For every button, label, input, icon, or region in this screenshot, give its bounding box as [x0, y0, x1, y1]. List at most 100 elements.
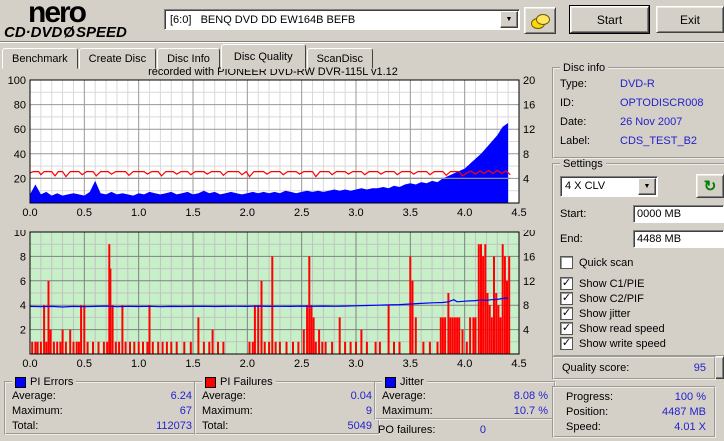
start-field[interactable]: 0000 MB: [633, 205, 724, 223]
cddvdspeed-logo-text: CD·DVDØSPEED: [4, 24, 127, 41]
quality-score-panel: Quality score: 95: [552, 356, 716, 380]
checkbox-row-show-write-speed: ✓ Show write speed: [560, 337, 666, 350]
disc-info-row: Label: CDS_TEST_B2: [560, 135, 698, 147]
svg-text:4.0: 4.0: [457, 358, 472, 370]
pi-failures-stats-box: PI Failures Average: 0.04 Maximum: 9 Total…: [194, 376, 380, 435]
nero-logo: nero CD·DVDØSPEED: [4, 0, 127, 40]
svg-text:12: 12: [523, 124, 535, 136]
jitter-stats-box: Jitter Average: 8.08 % Maximum: 10.7 %: [374, 376, 556, 420]
stat-row: Total: 5049: [202, 420, 372, 432]
svg-text:2.5: 2.5: [294, 207, 309, 219]
svg-text:1.0: 1.0: [131, 207, 146, 219]
position-row: Position: 4487 MB: [566, 406, 706, 418]
tab-disc-quality[interactable]: Disc Quality: [220, 44, 306, 69]
show-c2-pif-checkbox[interactable]: ✓: [560, 292, 573, 305]
stat-row: Maximum: 67: [12, 405, 192, 417]
svg-text:4.5: 4.5: [511, 207, 526, 219]
pi-failures-color-swatch: [205, 376, 216, 388]
svg-text:60: 60: [14, 124, 26, 136]
svg-text:6: 6: [20, 276, 26, 288]
show-c1-pie-checkbox[interactable]: ✓: [560, 277, 573, 290]
svg-text:8: 8: [523, 149, 529, 161]
tab-scandisc[interactable]: ScanDisc: [306, 48, 374, 69]
svg-text:1.0: 1.0: [131, 358, 146, 370]
start-button[interactable]: Start: [569, 5, 650, 34]
stat-row: Total: 112073: [12, 420, 192, 432]
svg-text:2.0: 2.0: [240, 358, 255, 370]
settings-box: Settings 4 X CLV ▼ ↻ Start: 0000 MB End:…: [552, 158, 724, 379]
speed-select-value: 4 X CLV: [565, 180, 606, 192]
disc-button[interactable]: [524, 7, 556, 34]
disc-info-row: Type: DVD-R: [560, 78, 655, 90]
po-failures-label: PO failures:: [378, 424, 436, 436]
checkbox-row-show-read-speed: ✓ Show read speed: [560, 322, 665, 335]
stat-row: Maximum: 9: [202, 405, 372, 417]
tab-create-disc[interactable]: Create Disc: [78, 48, 157, 69]
discs-icon: [531, 13, 550, 29]
svg-text:3.0: 3.0: [348, 207, 363, 219]
svg-text:0.5: 0.5: [77, 207, 92, 219]
quality-score-value: 95: [693, 362, 706, 374]
stat-row: Maximum: 10.7 %: [382, 405, 548, 417]
svg-text:3.0: 3.0: [348, 358, 363, 370]
disc-info-box: Disc info Type: DVD-R ID: OPTODISCR008 Dat…: [552, 62, 724, 159]
stat-row: Average: 0.04: [202, 390, 372, 402]
svg-text:4: 4: [523, 325, 529, 337]
drive-select[interactable]: [6:0] BENQ DVD DD EW164B BEFB ▼: [164, 9, 520, 30]
po-failures-row: PO failures: 0: [378, 424, 486, 436]
svg-text:100: 100: [8, 76, 26, 87]
pi-errors-legend: PI Errors: [12, 376, 76, 388]
svg-text:20: 20: [14, 173, 26, 185]
show-jitter-checkbox[interactable]: ✓: [560, 307, 573, 320]
svg-text:20: 20: [523, 230, 535, 239]
svg-text:3.5: 3.5: [403, 207, 418, 219]
svg-text:2: 2: [20, 325, 26, 337]
chart-title: recorded with PIONEER DVD-RW DVR-115L v1…: [148, 66, 398, 78]
svg-text:16: 16: [523, 251, 535, 263]
disc-info-row: Date: 26 Nov 2007: [560, 116, 683, 128]
progress-row: Progress: 100 %: [566, 391, 706, 403]
svg-text:40: 40: [14, 149, 26, 161]
pi-errors-chart: 100 80 60 40 20 20 16 12 8 4 0.0 0.5 1.0 1.5 2.0 2.5 3.0…: [8, 76, 536, 219]
progress-panel: Progress: 100 % Position: 4487 MB Speed: 4.…: [552, 386, 716, 438]
svg-text:4.5: 4.5: [511, 358, 526, 370]
po-failures-value: 0: [479, 424, 486, 436]
exit-button[interactable]: Exit: [656, 6, 724, 33]
quality-score-label: Quality score:: [562, 362, 630, 374]
stat-row: Average: 8.08 %: [382, 390, 548, 402]
svg-text:12: 12: [523, 276, 535, 288]
end-field[interactable]: 4488 MB: [633, 230, 724, 248]
pi-failures-legend: PI Failures: [202, 376, 276, 388]
stat-row: Average: 6.24: [12, 390, 192, 402]
svg-text:20: 20: [523, 76, 535, 87]
svg-text:0.5: 0.5: [77, 358, 92, 370]
show-write-speed-checkbox[interactable]: ✓: [560, 337, 573, 350]
disc-info-title: Disc info: [563, 62, 606, 74]
svg-text:1.5: 1.5: [185, 358, 200, 370]
show-read-speed-checkbox[interactable]: ✓: [560, 322, 573, 335]
checkbox-row-quick-scan: Quick scan: [560, 255, 724, 270]
checkbox-row-show-jitter: ✓ Show jitter: [560, 307, 631, 320]
drive-select-value: [6:0] BENQ DVD DD EW164B BEFB: [170, 13, 356, 26]
disc-glyph-icon: Ø: [63, 24, 76, 41]
drive-dropdown-arrow-icon[interactable]: ▼: [500, 11, 518, 28]
quick-scan-checkbox[interactable]: [560, 256, 573, 269]
svg-text:4: 4: [523, 173, 529, 185]
svg-text:8: 8: [20, 251, 26, 263]
nero-logo-text: nero: [28, 0, 87, 29]
disc-info-row: ID: OPTODISCR008: [560, 97, 704, 109]
start-row: Start: 0000 MB: [560, 205, 724, 223]
jitter-color-swatch: [385, 376, 396, 388]
svg-text:3.5: 3.5: [403, 358, 418, 370]
svg-text:8: 8: [523, 300, 529, 312]
speed-select[interactable]: 4 X CLV ▼: [560, 175, 658, 197]
settings-title: Settings: [563, 158, 603, 170]
tab-benchmark[interactable]: Benchmark: [2, 48, 78, 69]
svg-text:1.5: 1.5: [185, 207, 200, 219]
tab-disc-info[interactable]: Disc Info: [157, 48, 220, 69]
refresh-button[interactable]: ↻: [696, 174, 724, 198]
svg-text:80: 80: [14, 100, 26, 112]
end-row: End: 4488 MB: [560, 230, 724, 248]
svg-text:2.5: 2.5: [294, 358, 309, 370]
speed-dropdown-arrow-icon[interactable]: ▼: [638, 177, 656, 195]
